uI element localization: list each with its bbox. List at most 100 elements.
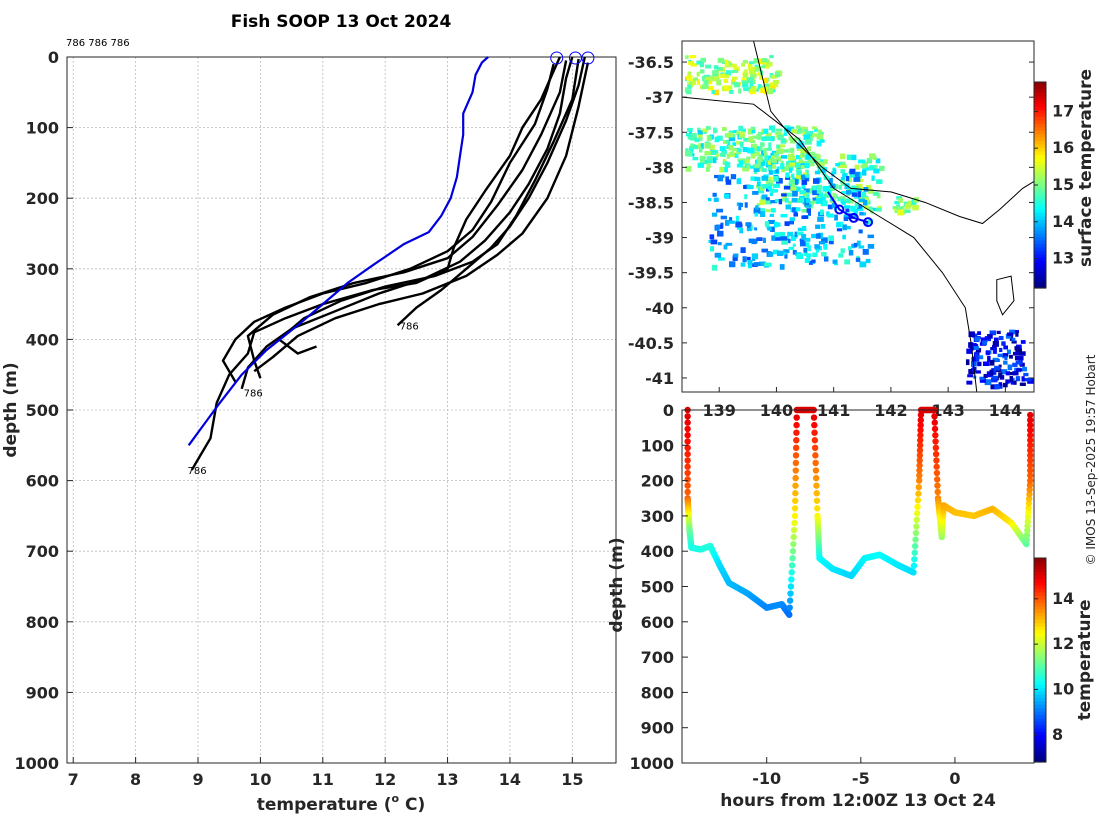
sst-pixel	[755, 205, 759, 210]
section-point	[791, 519, 798, 527]
section-point	[684, 425, 691, 433]
sst-pixel	[749, 165, 755, 169]
sst-pixel	[791, 207, 798, 213]
sst-pixel	[783, 132, 788, 136]
section-point	[811, 421, 818, 429]
sst-pixel	[702, 128, 709, 133]
sst-pixel	[807, 245, 812, 252]
sst-pixel	[1019, 382, 1026, 386]
sst-pixel	[747, 128, 754, 135]
map-colorbar-segment	[1034, 112, 1046, 117]
sst-pixel	[775, 198, 779, 203]
sst-pixel	[781, 240, 789, 245]
sst-pixel	[728, 261, 736, 268]
sst-pixel	[983, 373, 988, 379]
sst-pixel	[845, 189, 852, 195]
sst-pixel	[769, 213, 775, 217]
sst-pixel	[904, 209, 911, 214]
sst-pixel	[793, 212, 799, 217]
section-colorbar-segment	[1034, 673, 1046, 678]
sst-pixel	[991, 375, 998, 380]
sst-pixel	[828, 177, 833, 184]
sst-pixel	[866, 158, 873, 164]
sst-pixel	[999, 347, 1003, 353]
sst-pixel	[820, 200, 828, 207]
sst-pixel	[804, 163, 809, 169]
sst-pixel	[789, 137, 796, 144]
section-point	[788, 569, 795, 576]
sst-pixel	[690, 134, 696, 141]
section-colorbar-segment	[1034, 626, 1046, 630]
section-point	[1024, 518, 1032, 525]
section-point	[1027, 442, 1034, 449]
sst-pixel	[725, 139, 730, 143]
sst-pixel	[784, 253, 788, 259]
sst-pixel	[685, 132, 692, 137]
sst-pixel	[829, 183, 836, 188]
section-point	[1027, 472, 1034, 479]
map-colorbar-segment	[1034, 281, 1046, 286]
sst-pixel	[690, 80, 696, 86]
sst-pixel	[763, 86, 769, 91]
sst-pixel	[711, 264, 718, 271]
sst-pixel	[812, 198, 818, 204]
sst-pixel	[796, 231, 804, 236]
section-point	[1025, 500, 1033, 507]
sst-pixel	[838, 161, 843, 168]
sst-pixel	[879, 165, 885, 172]
sst-pixel	[1021, 376, 1025, 382]
sst-pixel	[1009, 335, 1014, 341]
map-colorbar-segment	[1034, 85, 1046, 90]
sst-pixel	[792, 250, 797, 255]
sst-pixel	[850, 205, 856, 212]
section-point	[1026, 491, 1033, 498]
sst-pixel	[989, 369, 994, 376]
sst-pixel	[712, 192, 717, 197]
section-point	[684, 419, 691, 426]
sst-pixel	[821, 251, 827, 257]
sst-pixel	[743, 87, 750, 91]
sst-pixel	[1005, 371, 1010, 376]
sst-pixel	[810, 161, 815, 167]
section-point	[810, 414, 818, 421]
sst-pixel	[707, 80, 713, 85]
sst-pixel	[1002, 382, 1008, 388]
sst-pixel	[797, 186, 801, 192]
sst-pixel	[828, 235, 834, 241]
sst-pixel	[831, 202, 837, 209]
sst-pixel	[875, 207, 882, 212]
sst-pixel	[768, 252, 774, 257]
sst-pixel	[973, 346, 979, 350]
sst-pixel	[728, 89, 734, 94]
sst-pixel	[704, 151, 712, 156]
section-point	[933, 476, 941, 483]
sst-pixel	[989, 330, 997, 336]
profile-y-tick-label: 300	[26, 260, 59, 279]
section-colorbar-segment	[1034, 612, 1046, 617]
sst-pixel	[739, 228, 743, 234]
sst-pixel	[816, 153, 821, 158]
sst-pixel	[788, 200, 792, 205]
sst-pixel	[698, 147, 703, 153]
sst-pixel	[723, 78, 729, 83]
section-point	[1026, 481, 1034, 489]
sst-pixel	[756, 203, 760, 207]
profile-line-profile-7	[221, 63, 555, 383]
sst-pixel	[812, 252, 818, 258]
section-y-tick-label: 1000	[629, 754, 674, 773]
sst-pixel	[741, 62, 746, 67]
sst-pixel	[756, 181, 761, 187]
sst-pixel	[776, 166, 780, 171]
sst-pixel	[1006, 349, 1011, 355]
sst-pixel	[843, 205, 851, 209]
section-y-tick-label: 100	[641, 436, 674, 455]
sst-pixel	[795, 166, 802, 173]
section-colorbar-segment	[1034, 609, 1046, 613]
sst-pixel	[1012, 351, 1020, 356]
map-colorbar-segment	[1034, 119, 1046, 124]
sst-pixel	[790, 162, 796, 166]
section-point	[933, 469, 941, 477]
sst-pixel	[1018, 351, 1026, 356]
sst-pixel	[848, 249, 854, 256]
sst-pixel	[708, 135, 712, 141]
